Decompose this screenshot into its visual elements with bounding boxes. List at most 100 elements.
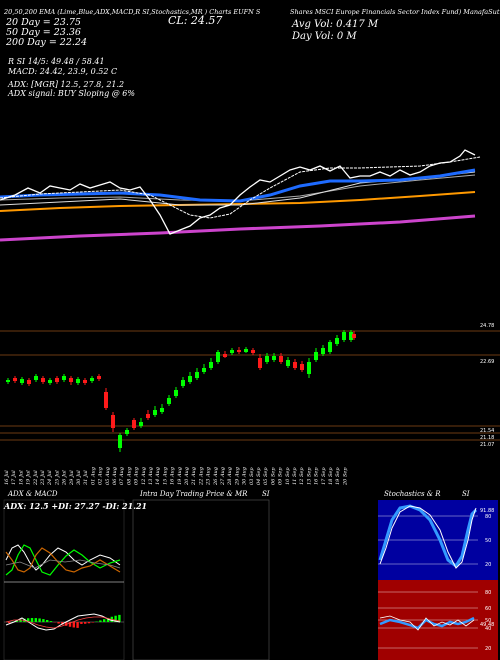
candle-body — [352, 334, 356, 338]
date-label: 20 Aug — [184, 467, 190, 486]
date-label: 09 Sep — [278, 467, 284, 485]
macd-histogram-bar — [30, 618, 34, 622]
date-label: 21 Aug — [191, 467, 197, 486]
date-label: 19 Sep — [335, 467, 341, 485]
candle-body — [209, 362, 213, 368]
date-label: 18 Jul — [18, 470, 24, 485]
macd-histogram-bar — [8, 622, 11, 623]
candle-body — [258, 358, 262, 368]
date-label: 10 Sep — [285, 467, 291, 485]
date-label: 29 Aug — [234, 467, 240, 486]
intraday-panel — [132, 499, 270, 660]
stoch-axis-label: 20 — [485, 562, 491, 568]
candle-body — [216, 352, 220, 362]
candle-body — [20, 379, 24, 383]
candle-body — [300, 364, 304, 370]
date-label: 14 Aug — [155, 467, 161, 485]
date-label: 06 Aug — [112, 467, 118, 485]
macd-signal-line — [5, 616, 121, 629]
date-label: 22 Jul — [33, 470, 39, 486]
macd-histogram-bar — [27, 618, 30, 622]
date-label: 11 Sep — [292, 467, 298, 485]
macd-histogram-bar — [87, 622, 91, 624]
candle-body — [83, 380, 87, 383]
macd-histogram-bar — [103, 619, 106, 622]
candle-body — [62, 376, 66, 380]
candle-body — [146, 414, 150, 418]
candle-body — [104, 392, 108, 408]
price-axis-label: 21.54 — [480, 428, 494, 434]
date-label: 29 Jul — [69, 470, 75, 486]
stoch-axis-label: 80 — [485, 514, 491, 520]
macd-histogram-bar — [38, 618, 41, 622]
candle-body — [349, 332, 353, 340]
candle-body — [223, 354, 227, 357]
adx-signal-label: ADX signal: BUY Sloping @ 6% — [8, 89, 135, 98]
candle-body — [251, 350, 255, 353]
date-label: 01 Aug — [90, 467, 96, 485]
close-price-label: CL: 24.57 — [168, 14, 223, 27]
intraday-panel-title: Intra Day Trading Price & MR — [140, 490, 248, 498]
rsi-label: R SI 14/5: 49.48 / 58.41 — [8, 57, 105, 66]
adx-grey-line — [5, 559, 121, 569]
date-label: 13 Sep — [306, 467, 312, 485]
rsi-value-label: 49.48 — [480, 622, 494, 628]
candle-body — [265, 356, 269, 362]
date-label: 12 Aug — [141, 467, 147, 485]
candle-body — [342, 332, 346, 340]
candlestick-group — [6, 330, 356, 452]
day-volume-label: Day Vol: 0 M — [292, 31, 357, 42]
date-label: 27 Aug — [220, 467, 226, 486]
macd-histogram-bar — [76, 622, 79, 628]
date-label: 06 Sep — [270, 467, 276, 485]
candle-body — [167, 398, 171, 404]
rsi-axis-label: 60 — [485, 606, 491, 612]
candle-body — [188, 376, 192, 382]
rsi-white-line — [379, 615, 475, 631]
candle-body — [321, 348, 325, 354]
macd-histogram-bar — [114, 615, 117, 622]
candle-body — [272, 356, 276, 360]
macd-histogram-bar — [72, 622, 75, 628]
candle-body — [90, 378, 94, 381]
candle-body — [139, 422, 143, 426]
stochastics-panel-si: SI — [462, 490, 470, 498]
candle-body — [41, 378, 45, 382]
date-label: 04 Sep — [256, 467, 262, 485]
candle-body — [97, 376, 101, 379]
date-label: 09 Aug — [134, 467, 140, 485]
macd-histogram-bar — [106, 617, 110, 622]
price-line — [0, 149, 476, 235]
stoch-k-line — [378, 504, 478, 569]
price-axis-label: 21.07 — [480, 442, 494, 448]
fund-name: Shares MSCI Europe Financials Sector Ind… — [290, 8, 500, 16]
date-label: 30 Jul — [76, 470, 82, 485]
ema200-label: 200 Day = 22.24 — [6, 37, 87, 48]
candle-body — [335, 338, 339, 344]
date-label: 18 Sep — [328, 467, 334, 485]
macd-histogram-bar — [42, 619, 45, 622]
date-label: 23 Jul — [40, 470, 46, 486]
plus-di-line — [5, 544, 121, 576]
macd-histogram-bar — [99, 620, 102, 622]
candle-body — [111, 415, 115, 428]
date-label: 03 Sep — [249, 467, 255, 485]
price-axis-label: 24.78 — [480, 323, 494, 329]
date-label: 26 Aug — [213, 467, 219, 486]
date-label: 13 Aug — [148, 467, 154, 485]
date-label: 28 Aug — [227, 467, 233, 486]
candle-body — [125, 430, 129, 434]
candle-body — [132, 420, 136, 428]
candle-body — [181, 380, 185, 386]
candle-body — [69, 378, 73, 382]
macd-histogram-bar — [19, 619, 22, 622]
rsi-axis-label: 50 — [485, 618, 491, 624]
candle-body — [244, 349, 248, 352]
date-label: 24 Jul — [47, 470, 53, 486]
stoch-value-label: 91.88 — [480, 508, 494, 514]
date-label: 23 Aug — [206, 467, 212, 486]
date-label: 30 Aug — [242, 467, 248, 485]
date-label: 26 Jul — [62, 470, 68, 486]
magenta-moving-average — [0, 214, 476, 242]
candle-body — [174, 390, 178, 396]
